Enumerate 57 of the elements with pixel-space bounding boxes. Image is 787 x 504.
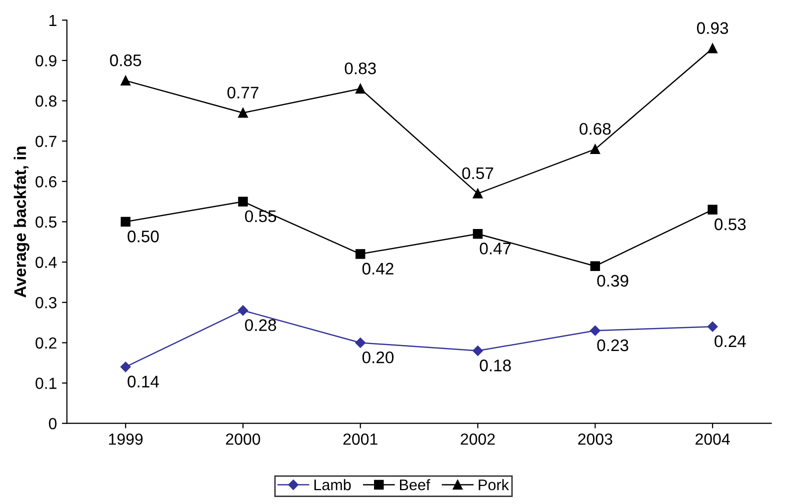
y-tick-label: 0.9 [36,55,56,66]
data-label: 0.20 [362,351,394,364]
point [120,362,131,372]
point [355,338,366,348]
legend-label: Lamb [314,479,351,490]
y-tick-label: 0.3 [36,297,56,308]
data-label: 0.55 [245,210,276,222]
point [590,326,600,336]
point [472,228,483,239]
y-tick-label: 0.4 [36,256,57,268]
y-tick-label: 1 [50,14,56,26]
x-tick-label: 2000 [226,434,260,445]
data-label: 0.14 [128,376,159,388]
data-label: 0.77 [227,86,258,98]
point [356,84,366,94]
x-tick-label: 2001 [343,434,378,445]
data-label: 0.42 [362,262,394,275]
data-label: 0.18 [480,360,511,372]
x-tick-label: 2004 [696,434,730,445]
data-label: 0.93 [696,22,728,34]
x-tick-label: 2003 [578,434,612,445]
data-label: 0.68 [580,122,611,135]
point [356,249,366,259]
point [120,76,130,86]
data-label: 0.24 [714,335,746,348]
point [590,144,600,154]
data-label: 0.23 [597,339,628,352]
y-tick-label: 0 [48,418,57,430]
data-label: 0.57 [462,167,494,180]
point [708,44,718,54]
point [238,305,248,316]
point [472,188,483,198]
y-tick-label: 0.7 [36,136,56,148]
legend-label: Beef [400,479,430,490]
point [707,321,718,332]
y-tick-label: 0.1 [36,378,56,389]
data-label: 0.28 [245,319,276,332]
y-tick-label: 0.2 [36,337,56,349]
data-label: 0.39 [597,274,628,287]
data-label: 0.85 [110,54,142,66]
data-label: 0.53 [714,218,746,230]
y-axis-title: Average backfat, in [14,146,30,298]
point [120,216,130,227]
legend-label: Pork [478,479,509,490]
point [238,196,248,206]
data-label: 0.50 [128,230,159,242]
y-tick-label: 0.6 [36,176,56,188]
y-tick-label: 0.8 [36,95,56,107]
point [708,204,718,215]
point [472,346,483,356]
point [590,261,600,271]
x-tick-label: 1999 [109,434,143,445]
data-label: 0.47 [480,242,511,254]
y-tick-label: 0.5 [36,216,57,228]
point [238,108,248,118]
data-label: 0.83 [344,62,376,74]
x-tick-label: 2002 [460,434,495,445]
